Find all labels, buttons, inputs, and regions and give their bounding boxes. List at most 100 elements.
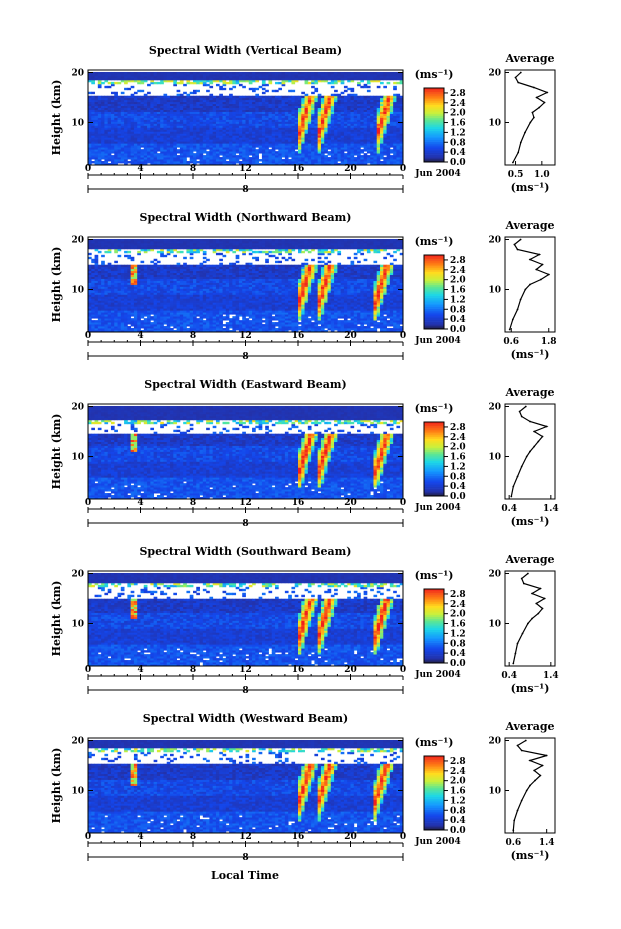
heatmap-cell — [160, 135, 164, 138]
heatmap-cell — [88, 135, 92, 138]
heatmap-cell — [166, 119, 171, 122]
profile-title: Average — [504, 52, 554, 65]
heatmap-cell — [150, 163, 155, 166]
heatmap-cell — [133, 91, 138, 95]
heatmap-cell — [304, 93, 309, 97]
heatmap-cell — [117, 159, 122, 162]
heatmap-cell — [268, 71, 273, 75]
heatmap-cell — [176, 131, 181, 134]
heatmap-cell — [120, 113, 125, 116]
heatmap-cell — [225, 95, 230, 99]
heatmap-cell — [114, 143, 118, 146]
heatmap-cell — [88, 155, 92, 158]
heatmap-cell — [150, 322, 155, 325]
heatmap-cell — [140, 131, 145, 134]
colorbar-segment — [424, 130, 444, 133]
heatmap-cell — [104, 159, 109, 162]
heatmap-cell — [170, 97, 174, 101]
heatmap-cell — [153, 97, 158, 101]
heatmap-cell — [153, 258, 158, 262]
heatmap-cell — [179, 111, 184, 114]
y-tick-label: 10 — [71, 119, 84, 129]
heatmap-cell — [107, 71, 112, 75]
heatmap-cell — [117, 71, 122, 75]
heatmap-cell — [114, 77, 118, 81]
heatmap-cell — [343, 153, 348, 156]
heatmap-cell — [124, 71, 128, 75]
heatmap-cell — [114, 115, 118, 118]
heatmap-cell — [124, 87, 128, 91]
heatmap-cell — [88, 115, 92, 118]
heatmap-cell — [170, 79, 174, 83]
heatmap-cell — [143, 155, 148, 158]
heatmap-cell — [124, 95, 128, 99]
heatmap-cell — [153, 125, 158, 128]
heatmap-cell — [114, 121, 118, 124]
heatmap-cell — [271, 95, 276, 99]
heatmap-cell — [153, 115, 158, 118]
heatmap-cell — [176, 71, 181, 75]
heatmap-cell — [156, 95, 161, 99]
heatmap-cell — [91, 77, 95, 81]
heatmap-cell — [248, 157, 253, 160]
heatmap-cell — [150, 159, 155, 162]
colorbar-segment — [424, 93, 444, 96]
heatmap-cell — [107, 81, 112, 85]
heatmap-cell — [166, 145, 171, 148]
colorbar-segment — [424, 113, 444, 117]
heatmap-cell — [150, 109, 155, 112]
heatmap-cell — [114, 133, 118, 136]
heatmap-cell — [97, 95, 102, 99]
heatmap-cell — [360, 85, 365, 89]
panel-2: Spectral Width (Northward Beam)1020Heigh… — [50, 211, 557, 362]
heatmap-cell — [127, 71, 132, 75]
heatmap-cell — [238, 95, 243, 99]
colorbar-segment — [424, 108, 444, 111]
heatmap-cell — [97, 99, 102, 103]
heatmap-cell — [140, 139, 145, 142]
heatmap-cell — [124, 77, 128, 81]
heatmap-cell — [166, 117, 171, 120]
heatmap-cell — [176, 107, 181, 110]
heatmap-cell — [360, 149, 365, 152]
heatmap-cell — [176, 161, 181, 164]
heatmap-cell — [127, 157, 132, 160]
heatmap-cell — [137, 155, 141, 158]
heatmap-cell — [91, 111, 95, 114]
heatmap-cell — [94, 139, 99, 142]
heatmap-cell — [156, 75, 161, 79]
heatmap-cell — [160, 238, 164, 242]
heatmap-cell — [104, 95, 109, 99]
heatmap-cell — [153, 113, 158, 116]
heatmap-cell — [124, 151, 128, 154]
heatmap-cell — [202, 155, 207, 158]
heatmap-cell — [179, 123, 184, 126]
colorbar-segment — [424, 139, 444, 142]
heatmap-cell — [94, 107, 99, 110]
heatmap-cell — [94, 155, 99, 158]
heatmap-cell — [170, 133, 174, 136]
heatmap-cell — [137, 77, 141, 81]
heatmap-cell — [166, 127, 171, 130]
heatmap-cell — [120, 264, 125, 268]
heatmap-cell — [117, 119, 122, 122]
heatmap-cell — [156, 137, 161, 140]
heatmap-cell — [143, 111, 148, 114]
heatmap-cell — [110, 71, 115, 75]
heatmap-cell — [160, 149, 164, 152]
heatmap-cell — [176, 81, 181, 85]
heatmap-cell — [304, 71, 309, 75]
heatmap-cell — [163, 127, 168, 130]
heatmap-cell — [104, 250, 109, 254]
heatmap-cell — [163, 139, 168, 142]
heatmap-cell — [101, 111, 105, 114]
heatmap-cell — [124, 131, 128, 134]
heatmap-cell — [179, 127, 184, 130]
heatmap-cell — [179, 141, 184, 144]
heatmap-cell — [153, 121, 158, 124]
heatmap-cell — [179, 109, 184, 112]
heatmap-cell — [170, 77, 174, 81]
heatmap-cell — [189, 95, 194, 99]
heatmap-cell — [117, 103, 122, 107]
heatmap-cell — [130, 111, 135, 114]
